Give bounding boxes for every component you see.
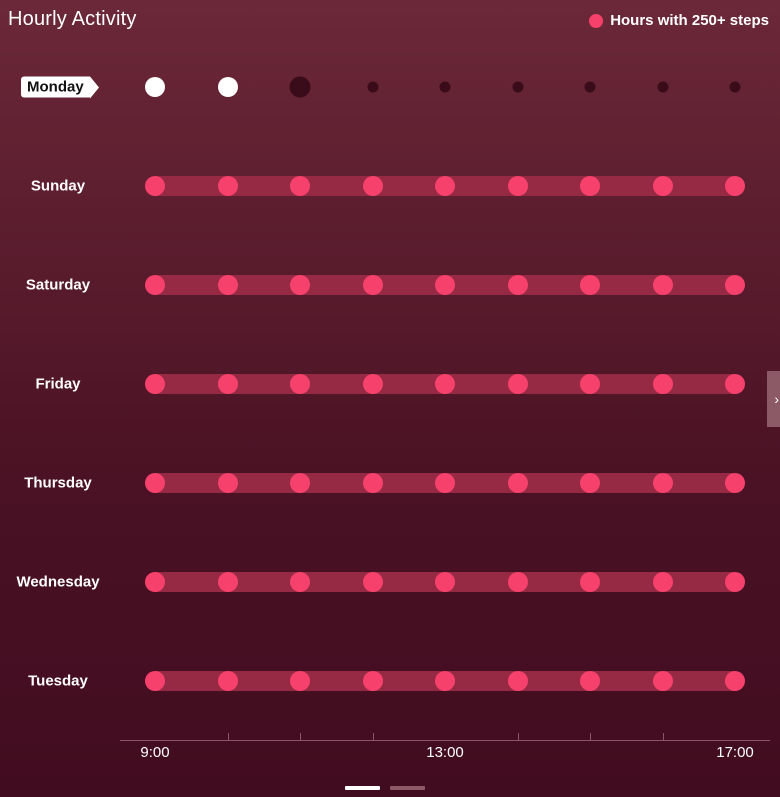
- day-label-thursday: Thursday: [24, 474, 92, 492]
- hour-dot-hit: [507, 176, 528, 196]
- hour-dot-hit: [652, 473, 673, 493]
- hour-dot-hit: [362, 176, 383, 196]
- pink-dot-icon: [589, 13, 604, 28]
- hour-dot-pending: [367, 81, 378, 93]
- hour-dot-hit: [725, 176, 745, 196]
- axis-tick: [517, 733, 519, 740]
- hour-dot-hit: [507, 275, 528, 295]
- hour-dot-hit: [290, 275, 310, 295]
- hour-dot-hit: [725, 473, 745, 493]
- hour-dot-hit: [290, 473, 310, 493]
- next-page-button[interactable]: ›: [767, 371, 780, 427]
- hour-dot-hit: [290, 374, 310, 394]
- hour-dot-hit: [145, 77, 165, 97]
- hour-dot-hit: [435, 176, 455, 196]
- day-label-saturday: Saturday: [25, 276, 91, 294]
- hour-dot-hit: [580, 275, 600, 295]
- hour-dot-hit: [725, 572, 745, 592]
- hour-dot-hit: [435, 275, 455, 295]
- hour-dot-hit: [725, 275, 745, 295]
- hour-dot-hit: [580, 671, 600, 691]
- day-label-wednesday: Wednesday: [16, 573, 100, 591]
- axis-label: 13:00: [426, 744, 464, 761]
- hour-dot-hit: [217, 671, 238, 691]
- hour-dot-hit: [652, 671, 673, 691]
- axis-label: 17:00: [716, 744, 754, 761]
- hour-dot-pending: [729, 81, 741, 93]
- hour-dot-hit: [145, 374, 165, 394]
- hour-dot-hit: [580, 473, 600, 493]
- hour-dot-hit: [290, 176, 310, 196]
- hour-dot-hit: [217, 275, 238, 295]
- hour-dot-pending: [657, 81, 668, 93]
- axis-tick: [662, 733, 664, 740]
- hour-dot-hit: [362, 572, 383, 592]
- pager-dot[interactable]: [390, 786, 425, 790]
- day-label-tuesday: Tuesday: [28, 672, 88, 690]
- hour-dot-hit: [580, 374, 600, 394]
- hour-dot-hit: [217, 77, 238, 97]
- hour-dot-hit: [652, 572, 673, 592]
- hour-dot-hit: [652, 275, 673, 295]
- hour-dot-pending: [584, 81, 596, 93]
- hour-dot-hit: [362, 275, 383, 295]
- hour-dot-hit: [652, 176, 673, 196]
- hour-dot-hit: [362, 671, 383, 691]
- hour-dot-hit: [217, 176, 238, 196]
- hour-dot-hit: [435, 572, 455, 592]
- hour-dot-hit: [290, 671, 310, 691]
- hour-dot-hit: [145, 473, 165, 493]
- axis-tick: [590, 733, 591, 740]
- legend: Hours with 250+ steps: [589, 12, 769, 29]
- hour-dot-hit: [652, 374, 673, 394]
- axis-tick: [372, 733, 374, 740]
- hour-dot-hit: [217, 374, 238, 394]
- hour-dot-hit: [290, 572, 310, 592]
- page-title: Hourly Activity: [8, 8, 137, 30]
- time-axis: [120, 740, 770, 741]
- hour-dot-hit: [217, 572, 238, 592]
- hour-dot-hit: [580, 176, 600, 196]
- hour-dot-hit: [145, 176, 165, 196]
- axis-tick: [300, 733, 301, 740]
- current-day-label: Monday: [21, 76, 99, 99]
- hour-dot-hit: [145, 572, 165, 592]
- hour-dot-hit: [435, 473, 455, 493]
- hour-dot-hit: [145, 275, 165, 295]
- day-label-friday: Friday: [35, 375, 81, 393]
- hour-dot-hit: [217, 473, 238, 493]
- hour-dot-hit: [507, 671, 528, 691]
- hour-dot-hit: [507, 473, 528, 493]
- axis-label: 9:00: [140, 744, 170, 761]
- hour-dot-pending: [512, 81, 523, 93]
- chevron-right-icon: ›: [774, 391, 779, 407]
- hour-dot-hit: [507, 572, 528, 592]
- day-label-sunday: Sunday: [30, 177, 86, 195]
- axis-tick: [227, 733, 229, 740]
- hour-dot-current: [289, 76, 311, 98]
- hour-dot-hit: [145, 671, 165, 691]
- hour-dot-hit: [580, 572, 600, 592]
- hour-dot-hit: [362, 473, 383, 493]
- pager-dot[interactable]: [345, 786, 380, 790]
- hour-dot-hit: [725, 671, 745, 691]
- hour-dot-hit: [362, 374, 383, 394]
- hour-dot-hit: [435, 671, 455, 691]
- hour-dot-hit: [507, 374, 528, 394]
- legend-label: Hours with 250+ steps: [610, 12, 769, 29]
- hour-dot-pending: [439, 81, 451, 93]
- hour-dot-hit: [435, 374, 455, 394]
- hour-dot-hit: [725, 374, 745, 394]
